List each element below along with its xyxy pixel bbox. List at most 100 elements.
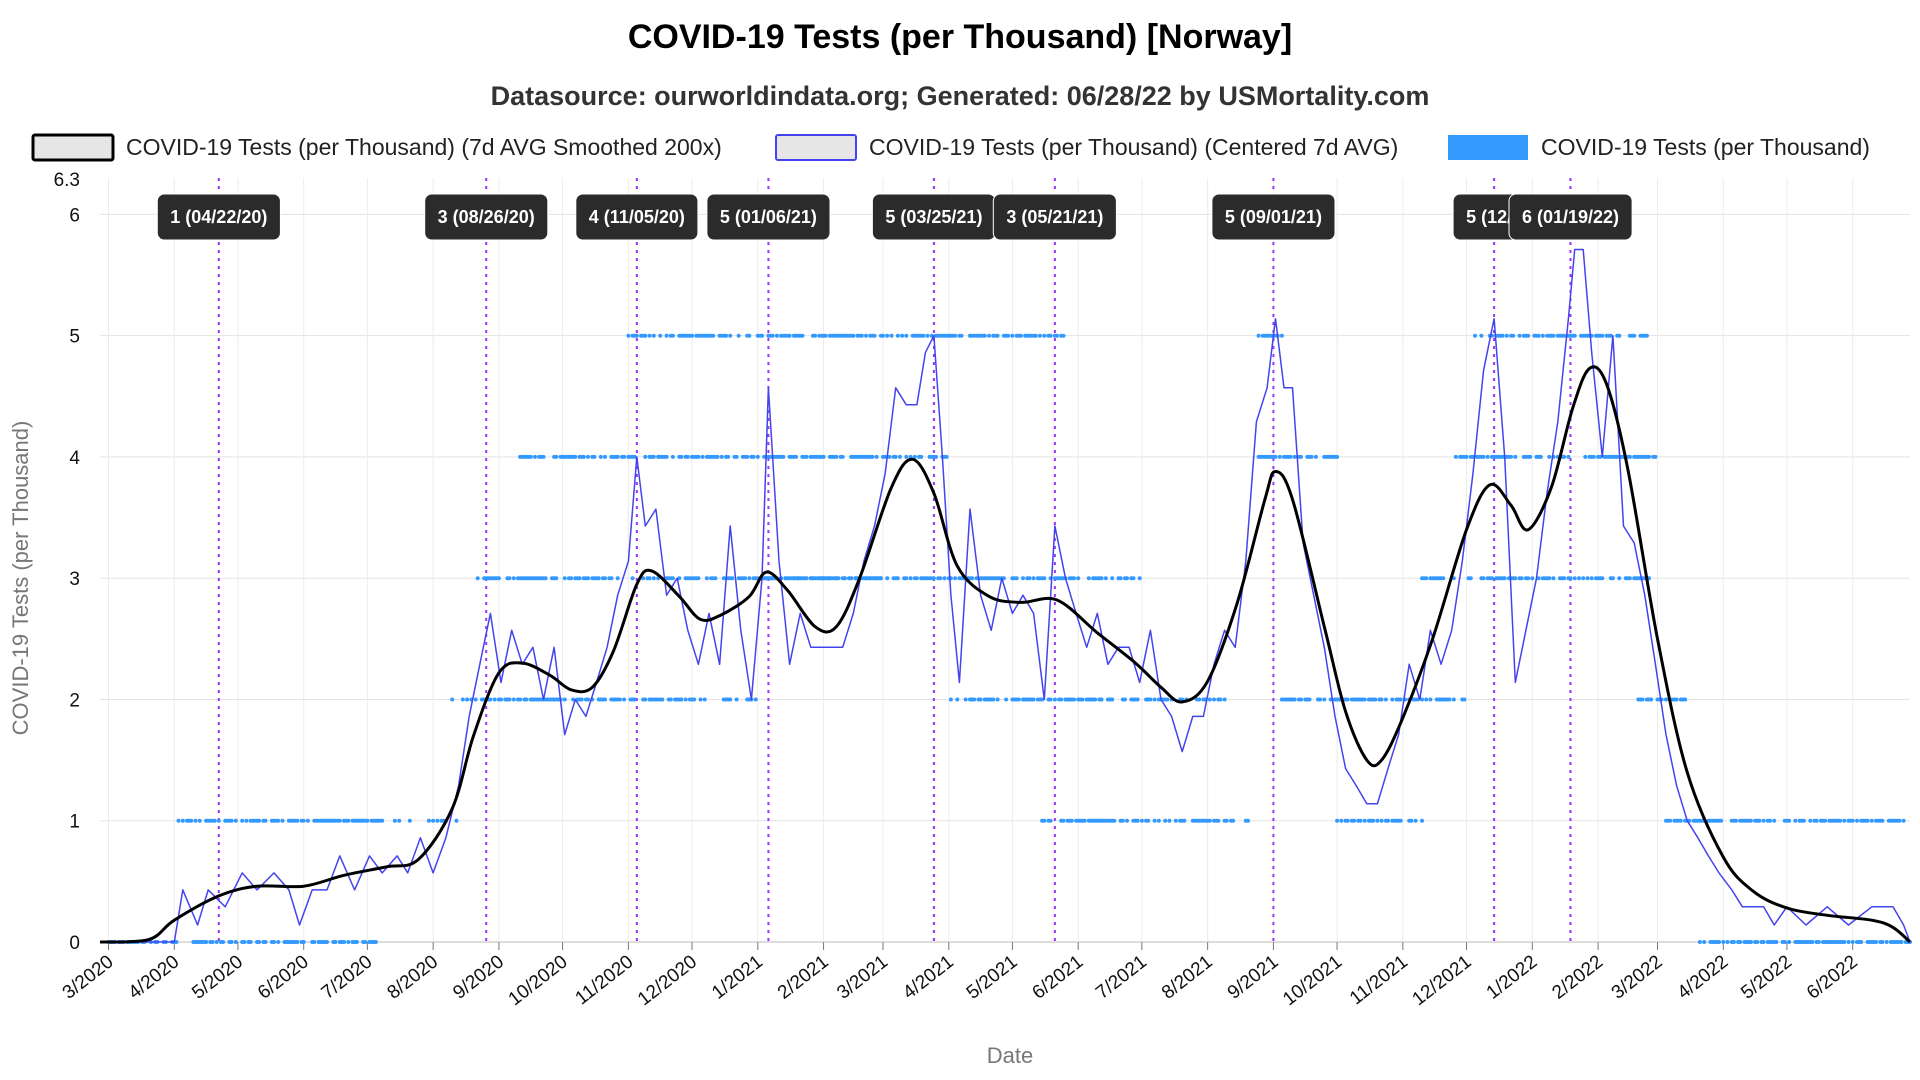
data-point-raw xyxy=(912,454,917,459)
data-point-raw xyxy=(1717,940,1721,944)
data-point-raw xyxy=(1562,333,1567,338)
annotation-text: 4 (11/05/20) xyxy=(589,207,685,227)
data-point-raw xyxy=(1653,454,1658,459)
y-tick-label: 5 xyxy=(69,327,80,348)
data-point-raw xyxy=(931,576,936,581)
data-point-raw xyxy=(921,333,926,338)
data-point-raw xyxy=(1222,697,1227,702)
data-point-raw xyxy=(1246,818,1250,823)
data-point-raw xyxy=(312,940,317,944)
data-point-raw xyxy=(1880,818,1885,823)
data-point-raw xyxy=(1674,697,1679,702)
data-point-raw xyxy=(1362,818,1367,823)
data-point-raw xyxy=(1182,818,1187,823)
data-point-raw xyxy=(728,697,733,702)
x-tick-label: 6/2020 xyxy=(254,951,313,1003)
data-point-raw xyxy=(1547,576,1552,581)
annotation-label: 5 (01/06/21) xyxy=(706,193,831,241)
data-point-raw xyxy=(579,697,584,702)
data-point-raw xyxy=(1481,454,1486,459)
data-point-raw xyxy=(1156,818,1161,823)
data-point-raw xyxy=(1048,697,1053,702)
data-point-raw xyxy=(354,940,359,944)
data-point-raw xyxy=(346,818,351,823)
data-point-raw xyxy=(1869,818,1874,823)
data-point-raw xyxy=(1277,454,1282,459)
data-point-raw xyxy=(1572,576,1577,581)
data-point-raw xyxy=(214,940,219,944)
data-point-raw xyxy=(1577,576,1581,581)
x-tick-label: 6/2022 xyxy=(1803,951,1862,1003)
data-point-raw xyxy=(1135,697,1140,702)
data-point-raw xyxy=(702,697,707,702)
data-point-raw xyxy=(836,576,841,581)
data-point-raw xyxy=(1536,333,1541,338)
data-point-raw xyxy=(325,940,329,944)
data-point-raw xyxy=(1473,333,1477,338)
series-lines xyxy=(99,248,1912,944)
data-point-raw xyxy=(900,333,905,338)
x-tick-label: 3/2021 xyxy=(833,951,892,1003)
data-point-raw xyxy=(1683,697,1688,702)
data-point-raw xyxy=(617,697,622,702)
data-point-raw xyxy=(791,576,796,581)
data-point-raw xyxy=(1163,818,1168,823)
data-point-raw xyxy=(692,697,697,702)
data-point-raw xyxy=(1152,818,1157,823)
data-point-raw xyxy=(753,697,758,702)
data-point-raw xyxy=(724,333,728,338)
data-point-raw xyxy=(747,576,752,581)
annotation-box xyxy=(424,193,549,241)
data-point-raw xyxy=(1884,940,1889,944)
data-point-raw xyxy=(696,454,701,459)
data-point-raw xyxy=(690,333,694,338)
data-point-raw xyxy=(1562,454,1567,459)
annotation-label: 1 (04/22/20) xyxy=(156,193,281,241)
x-tick-label: 4/2022 xyxy=(1674,951,1733,1003)
data-point-raw xyxy=(840,454,845,459)
data-point-raw xyxy=(643,454,648,459)
x-tick-label: 1/2022 xyxy=(1483,951,1542,1003)
data-point-raw xyxy=(1551,576,1556,581)
data-point-raw xyxy=(1010,333,1015,338)
data-point-raw xyxy=(295,818,300,823)
data-point-raw xyxy=(1061,333,1066,338)
legend-item-raw[interactable]: COVID-19 Tests (per Thousand) xyxy=(1448,134,1870,160)
y-tick-label: 1 xyxy=(69,812,80,833)
data-point-raw xyxy=(176,818,181,823)
data-point-raw xyxy=(664,454,669,459)
data-point-raw xyxy=(1842,818,1847,823)
data-point-raw xyxy=(1479,333,1484,338)
annotation-box xyxy=(575,193,699,241)
data-point-raw xyxy=(781,454,786,459)
data-point-raw xyxy=(1598,454,1603,459)
legend-item-smoothed[interactable]: COVID-19 Tests (per Thousand) (7d AVG Sm… xyxy=(31,133,722,162)
x-tick-label: 4/2021 xyxy=(899,951,958,1003)
data-point-raw xyxy=(1526,576,1531,581)
data-point-raw xyxy=(1640,697,1645,702)
data-point-raw xyxy=(592,454,597,459)
data-point-raw xyxy=(1838,818,1842,823)
x-axis: 3/2020 4/2020 5/2020 6/2020 7/2020 8/2020 9/20… xyxy=(59,942,1862,1010)
x-tick-label: 7/2021 xyxy=(1092,951,1151,1003)
data-point-raw xyxy=(1511,333,1516,338)
data-point-raw xyxy=(562,697,567,702)
data-point-raw xyxy=(221,940,226,944)
data-point-raw xyxy=(995,333,1000,338)
data-point-raw xyxy=(978,697,983,702)
data-point-raw xyxy=(849,576,854,581)
data-point-raw xyxy=(1146,818,1151,823)
legend-swatch-raw xyxy=(1448,135,1528,160)
x-tick-label: 9/2021 xyxy=(1224,951,1283,1003)
legend-item-centered[interactable]: COVID-19 Tests (per Thousand) (Centered … xyxy=(775,134,1398,161)
data-point-raw xyxy=(1386,818,1390,823)
x-tick-label: 12/2020 xyxy=(634,951,701,1010)
data-point-raw xyxy=(435,818,440,823)
annotation-text: 3 (08/26/20) xyxy=(438,207,535,227)
data-point-raw xyxy=(1279,333,1284,338)
data-point-raw xyxy=(1016,697,1021,702)
x-tick-label: 5/2021 xyxy=(963,951,1022,1003)
data-point-raw xyxy=(864,333,868,338)
data-point-raw xyxy=(193,818,198,823)
annotation-text: 1 (04/22/20) xyxy=(170,207,267,227)
